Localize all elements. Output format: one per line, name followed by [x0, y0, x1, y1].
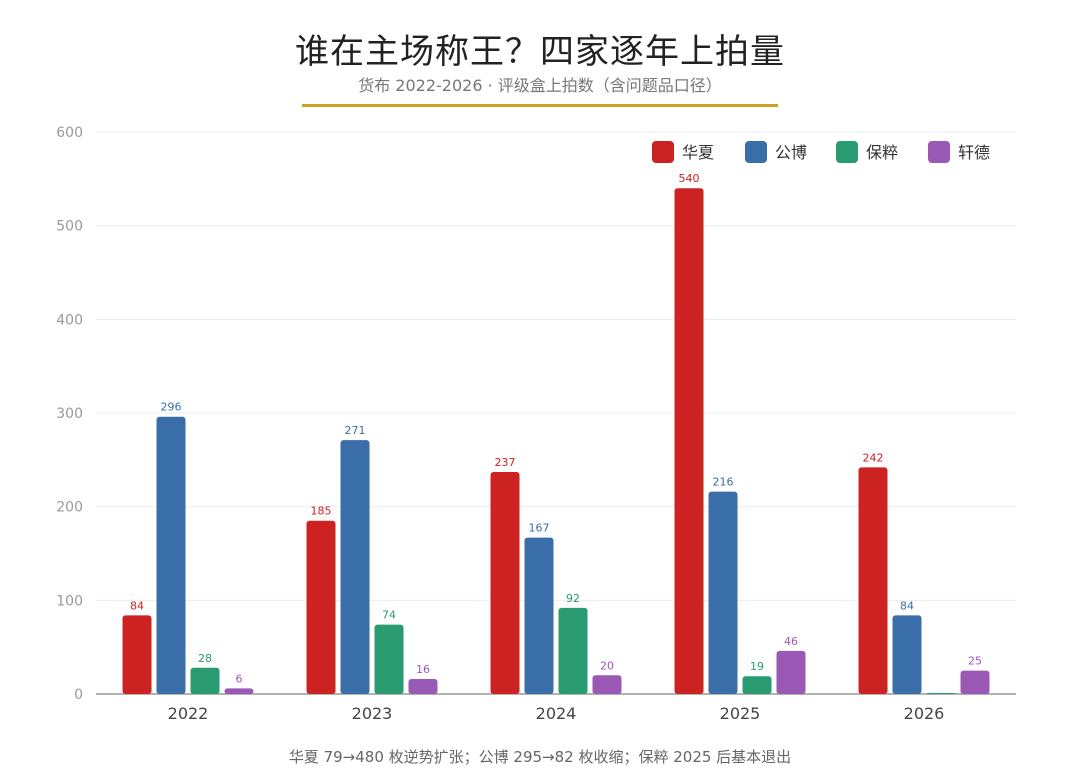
data-label: 540	[679, 172, 700, 185]
data-label: 46	[784, 635, 798, 648]
legend-label: 公博	[775, 143, 807, 162]
bar	[224, 688, 254, 694]
bar	[742, 676, 772, 694]
chart-title: 谁在主场称王？四家逐年上拍量	[295, 32, 785, 72]
legend-item: 华夏	[652, 141, 714, 163]
y-tick-label: 100	[56, 593, 83, 609]
bar	[156, 416, 186, 694]
bar	[122, 615, 152, 694]
legend-label: 保粹	[866, 143, 898, 162]
x-tick-label: 2026	[904, 704, 945, 723]
data-label: 84	[900, 599, 914, 612]
data-label: 237	[495, 456, 516, 469]
title-underline	[302, 104, 778, 107]
bar	[858, 467, 888, 694]
data-label: 92	[566, 592, 580, 605]
bar	[306, 520, 336, 694]
bar	[408, 679, 438, 694]
bar	[592, 675, 622, 694]
data-label: 216	[713, 476, 734, 489]
x-tick-label: 2023	[352, 704, 393, 723]
data-label: 84	[130, 599, 144, 612]
legend-label: 轩德	[958, 143, 990, 162]
bar	[926, 693, 956, 694]
legend-item: 轩德	[928, 141, 990, 163]
y-tick-label: 200	[56, 500, 83, 516]
bar	[960, 670, 990, 694]
data-label: 74	[382, 609, 396, 622]
y-tick-label: 600	[56, 125, 83, 141]
bar	[374, 624, 404, 694]
data-label: 19	[750, 660, 764, 673]
legend-swatch	[836, 141, 858, 163]
legend-label: 华夏	[682, 143, 714, 162]
chart-subtitle: 货布 2022-2026 · 评级盒上拍数（含问题品口径）	[358, 76, 722, 95]
legend-swatch	[745, 141, 767, 163]
bar	[892, 615, 922, 694]
data-label: 242	[863, 451, 884, 464]
bar	[490, 472, 520, 694]
y-tick-label: 500	[56, 219, 83, 235]
data-label: 16	[416, 663, 430, 676]
bar	[524, 537, 554, 694]
x-tick-label: 2024	[536, 704, 577, 723]
y-tick-label: 400	[56, 312, 83, 328]
data-label: 167	[529, 522, 550, 535]
data-label: 20	[600, 659, 614, 672]
legend-swatch	[928, 141, 950, 163]
bar	[340, 440, 370, 694]
x-tick-label: 2022	[168, 704, 209, 723]
data-label: 296	[161, 401, 182, 414]
y-tick-label: 300	[56, 406, 83, 422]
legend-item: 保粹	[836, 141, 898, 163]
bar	[674, 188, 704, 694]
y-tick-label: 0	[74, 687, 83, 703]
bar	[558, 607, 588, 694]
legend-item: 公博	[745, 141, 807, 163]
bar	[708, 491, 738, 694]
data-label: 6	[236, 672, 243, 685]
data-label: 185	[311, 505, 332, 518]
data-label: 271	[345, 424, 366, 437]
x-tick-label: 2025	[720, 704, 761, 723]
data-label: 25	[968, 655, 982, 668]
footer-note: 华夏 79→480 枚逆势扩张；公博 295→82 枚收缩；保粹 2025 后基…	[288, 748, 792, 766]
legend-swatch	[652, 141, 674, 163]
data-label: 28	[198, 652, 212, 665]
bar	[776, 650, 806, 694]
bar	[190, 667, 220, 694]
